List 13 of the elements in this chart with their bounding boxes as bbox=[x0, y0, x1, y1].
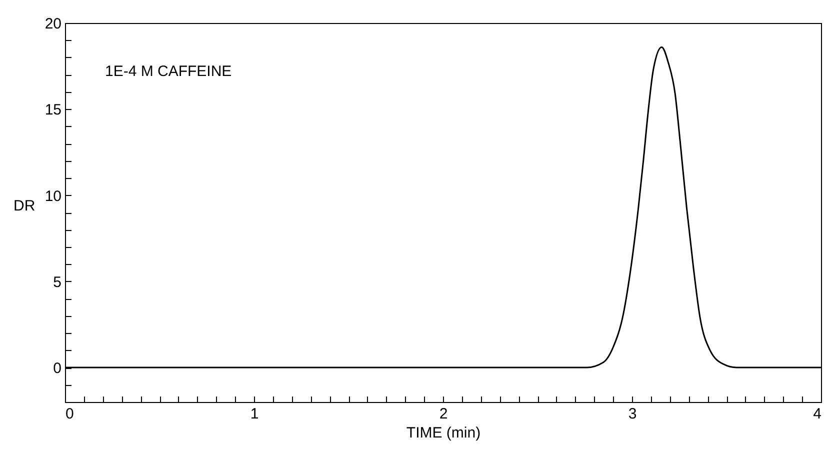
y-tick-label: 15 bbox=[44, 102, 62, 119]
y-tick-label: 0 bbox=[53, 360, 62, 378]
y-tick-label: 5 bbox=[53, 274, 62, 291]
x-axis-title: TIME (min) bbox=[406, 424, 481, 442]
x-tick-label: 3 bbox=[628, 406, 637, 422]
y-tick-label: 10 bbox=[44, 188, 62, 205]
x-tick-label: 1 bbox=[250, 406, 259, 422]
x-tick-label: 4 bbox=[813, 406, 822, 422]
x-tick-label: 0 bbox=[66, 406, 74, 422]
x-tick-label: 2 bbox=[439, 406, 448, 422]
annotation: 1E-4 M CAFFEINE bbox=[105, 63, 232, 80]
y-axis-title: DR bbox=[14, 198, 36, 214]
y-tick-label: 20 bbox=[44, 16, 62, 32]
